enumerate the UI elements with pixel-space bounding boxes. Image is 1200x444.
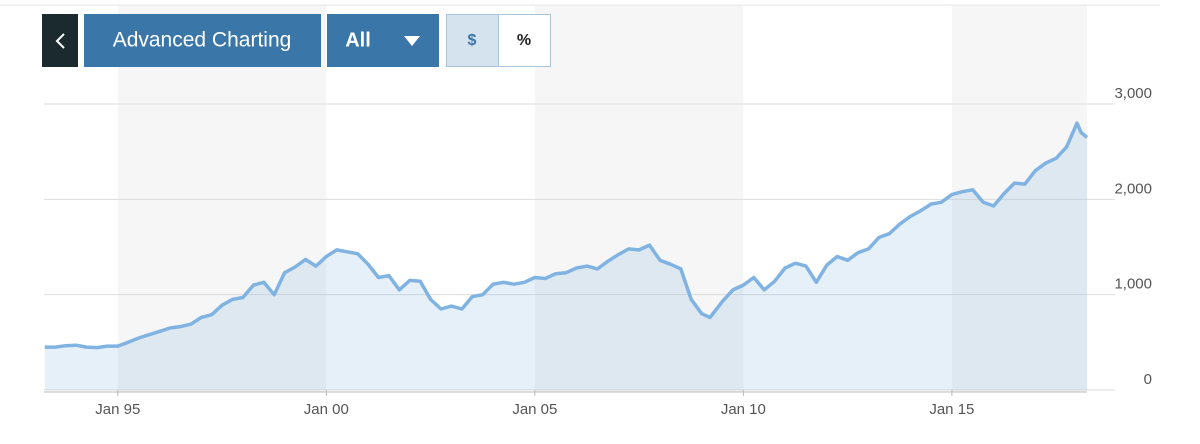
title-button[interactable] — [84, 14, 321, 67]
x-tick-label: Jan 00 — [304, 401, 349, 418]
x-tick-label: Jan 15 — [929, 401, 974, 418]
back-button[interactable] — [42, 14, 78, 67]
band — [951, 5, 1087, 392]
band — [534, 5, 744, 392]
range: All — [345, 29, 371, 51]
dollar-button[interactable] — [446, 14, 499, 67]
y-tick-label: 1,000 — [1114, 276, 1152, 293]
bands — [0, 4, 1160, 392]
toolbar: Advanced Charting All $ % — [42, 14, 551, 67]
y-tick-label: 3,000 — [1114, 85, 1152, 102]
area-fill — [44, 123, 1087, 390]
range-button[interactable] — [327, 14, 439, 67]
line — [44, 121, 1089, 350]
y-tick-label: 2,000 — [1114, 180, 1152, 197]
dropdown-icon — [404, 36, 420, 46]
x-tick-label: Jan 05 — [512, 401, 557, 418]
x-tick-label: Jan 95 — [95, 401, 140, 418]
x-tick-label: Jan 10 — [721, 401, 766, 418]
plot: 0 1,000 2,000 3,000 Jan 95 Jan 00 Jan 05 Jan 10… — [44, 85, 1152, 418]
back-icon — [55, 33, 65, 49]
percent-button[interactable] — [498, 14, 551, 67]
percent: % — [517, 32, 531, 49]
band — [117, 5, 327, 392]
y-tick-label: 0 — [1144, 371, 1152, 388]
title: Advanced Charting — [113, 29, 292, 52]
dollar: $ — [468, 32, 477, 49]
